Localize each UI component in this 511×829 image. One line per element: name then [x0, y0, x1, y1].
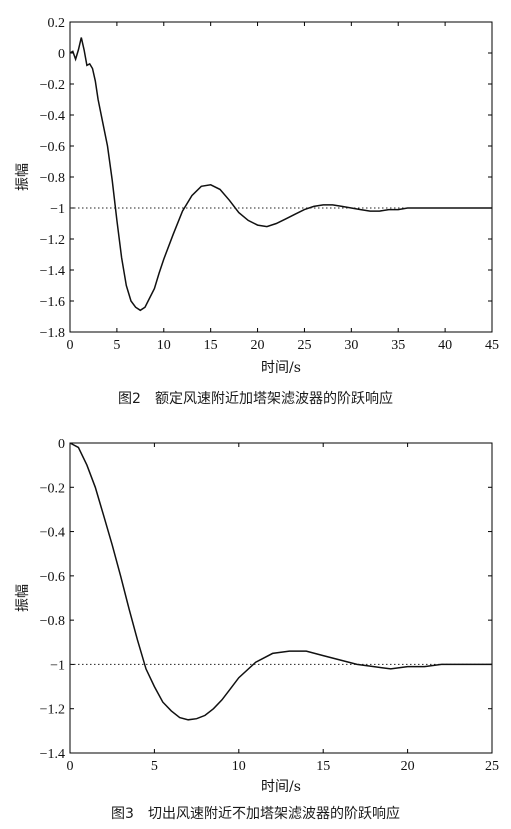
figure-caption: 图3 切出风速附近不加塔架滤波器的阶跃响应: [111, 806, 400, 822]
y-tick-label: −0.6: [40, 570, 65, 585]
step-response-chart-1: 0 5 10 15 20 25 30 35 40 45 0.2 0 −0.2 −0.4 −0.6 −0.8 −1…: [15, 16, 499, 376]
y-tick-label: 0: [58, 437, 65, 452]
x-tick-label: 25: [485, 759, 499, 774]
x-tick-label: 15: [316, 759, 330, 774]
y-axis-label: 振幅: [15, 163, 31, 191]
y-tick-label: −0.2: [40, 78, 65, 93]
y-tick-label: −1: [50, 658, 65, 673]
x-axis-label: 时间/s: [261, 779, 301, 795]
plot-frame: [69, 21, 493, 333]
x-tick-label: 10: [232, 759, 246, 774]
y-tick-label: −1.4: [40, 264, 65, 279]
x-tick-label: 25: [297, 338, 311, 353]
y-tick-label: −0.2: [40, 481, 65, 496]
figure-caption: 图2 额定风速附近加塔架滤波器的阶跃响应: [118, 391, 393, 407]
y-tick-label: −0.8: [40, 614, 65, 629]
x-tick-label: 35: [391, 338, 405, 353]
y-axis-label: 振幅: [15, 584, 31, 612]
response-curve: [69, 442, 492, 721]
y-tick-label: −0.6: [40, 140, 65, 155]
y-tick-label: −1: [50, 202, 65, 217]
y-tick-label: 0: [58, 47, 65, 62]
y-tick-label: −0.4: [40, 526, 65, 541]
y-tick-label: −1.8: [40, 326, 65, 341]
x-axis-label: 时间/s: [261, 360, 301, 376]
x-tick-label: 15: [204, 338, 218, 353]
y-tick-label: −1.4: [40, 747, 65, 762]
x-tick-label: 5: [151, 759, 158, 774]
x-tick-label: 20: [401, 759, 415, 774]
y-tick-label: 0.2: [48, 16, 66, 31]
plot-frame: [69, 442, 493, 754]
x-tick-label: 5: [113, 338, 120, 353]
y-tick-label: −1.2: [40, 233, 65, 248]
x-tick-label: 10: [157, 338, 171, 353]
step-response-chart-2: 0 5 10 15 20 25 0 −0.2 −0.4 −0.6 −0.8 −1 −1.2 −1.4 时间…: [15, 437, 499, 795]
response-curve: [69, 37, 492, 312]
figure-3: 0 5 10 15 20 25 0 −0.2 −0.4 −0.6 −0.8 −1 −1.2 −1.4 时间…: [0, 415, 511, 829]
y-tick-label: −0.8: [40, 171, 65, 186]
y-tick-label: −0.4: [40, 109, 65, 124]
x-tick-label: 0: [67, 338, 74, 353]
x-tick-label: 30: [344, 338, 358, 353]
y-tick-label: −1.6: [40, 295, 65, 310]
figure-2: 0 5 10 15 20 25 30 35 40 45 0.2 0 −0.2 −0.4 −0.6 −0.8 −1…: [15, 16, 499, 407]
x-tick-label: 20: [251, 338, 265, 353]
y-tick-label: −1.2: [40, 703, 65, 718]
x-tick-label: 0: [67, 759, 74, 774]
x-tick-label: 40: [438, 338, 452, 353]
x-tick-label: 45: [485, 338, 499, 353]
